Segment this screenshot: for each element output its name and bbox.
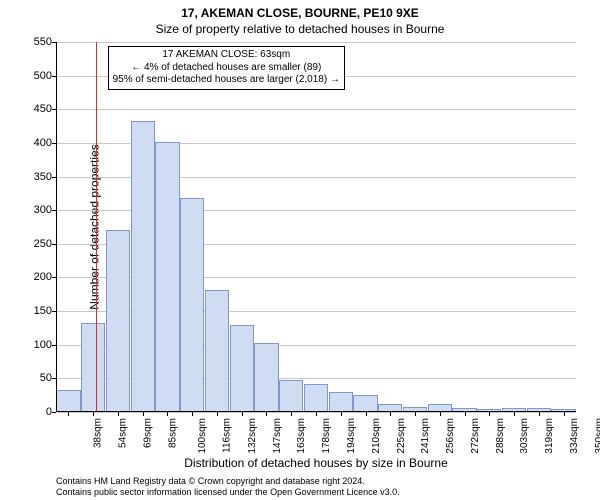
xtick-label: 272sqm bbox=[470, 418, 481, 454]
histogram-bar bbox=[155, 142, 179, 412]
xtick-mark bbox=[564, 412, 565, 416]
xtick-mark bbox=[415, 412, 416, 416]
annotation-line-2: ← 4% of detached houses are smaller (89) bbox=[113, 62, 340, 75]
xtick-mark bbox=[192, 412, 193, 416]
attribution-line-2: Contains public sector information licen… bbox=[56, 487, 576, 497]
xtick-label: 163sqm bbox=[297, 418, 308, 454]
xtick-label: 288sqm bbox=[495, 418, 506, 454]
histogram-bar bbox=[304, 384, 328, 412]
xtick-mark bbox=[143, 412, 144, 416]
attribution-line-1: Contains HM Land Registry data © Crown c… bbox=[56, 476, 576, 486]
xtick-label: 100sqm bbox=[198, 418, 209, 454]
ytick-label: 50 bbox=[12, 372, 52, 384]
xtick-label: 85sqm bbox=[167, 418, 178, 448]
xtick-mark bbox=[93, 412, 94, 416]
xtick-label: 210sqm bbox=[371, 418, 382, 454]
ytick-label: 200 bbox=[12, 271, 52, 283]
xtick-mark bbox=[68, 412, 69, 416]
ytick-label: 500 bbox=[12, 70, 52, 82]
xtick-mark bbox=[366, 412, 367, 416]
histogram-bar bbox=[106, 230, 130, 412]
ytick-label: 300 bbox=[12, 204, 52, 216]
y-axis bbox=[56, 42, 57, 412]
histogram-bar bbox=[353, 395, 377, 412]
xtick-mark bbox=[341, 412, 342, 416]
xtick-label: 334sqm bbox=[569, 418, 580, 454]
histogram-bar bbox=[180, 198, 204, 412]
xtick-label: 225sqm bbox=[396, 418, 407, 454]
xtick-label: 178sqm bbox=[321, 418, 332, 454]
xtick-mark bbox=[440, 412, 441, 416]
xtick-mark bbox=[316, 412, 317, 416]
grid-line bbox=[56, 109, 576, 110]
xtick-label: 54sqm bbox=[118, 418, 129, 448]
xtick-label: 194sqm bbox=[346, 418, 357, 454]
xtick-label: 319sqm bbox=[544, 418, 555, 454]
xtick-mark bbox=[118, 412, 119, 416]
ytick-label: 550 bbox=[12, 36, 52, 48]
ytick-label: 250 bbox=[12, 238, 52, 250]
grid-line bbox=[56, 42, 576, 43]
histogram-bar bbox=[56, 390, 80, 412]
annotation-line-1: 17 AKEMAN CLOSE: 63sqm bbox=[113, 49, 340, 62]
histogram-bar bbox=[205, 290, 229, 412]
xtick-label: 147sqm bbox=[272, 418, 283, 454]
xtick-label: 256sqm bbox=[445, 418, 456, 454]
xtick-mark bbox=[242, 412, 243, 416]
xtick-mark bbox=[539, 412, 540, 416]
chart-title-sub: Size of property relative to detached ho… bbox=[0, 22, 600, 36]
ytick-label: 350 bbox=[12, 171, 52, 183]
xtick-mark bbox=[266, 412, 267, 416]
xtick-label: 38sqm bbox=[93, 418, 104, 448]
xtick-label: 303sqm bbox=[519, 418, 530, 454]
ytick-label: 150 bbox=[12, 305, 52, 317]
xtick-mark bbox=[167, 412, 168, 416]
xtick-label: 69sqm bbox=[142, 418, 153, 448]
histogram-bar bbox=[329, 392, 353, 412]
xtick-label: 132sqm bbox=[247, 418, 258, 454]
xtick-label: 116sqm bbox=[222, 418, 233, 453]
plot-area: 17 AKEMAN CLOSE: 63sqm← 4% of detached h… bbox=[56, 42, 576, 412]
xtick-mark bbox=[514, 412, 515, 416]
histogram-bar bbox=[279, 380, 303, 412]
xtick-mark bbox=[291, 412, 292, 416]
xtick-mark bbox=[489, 412, 490, 416]
reference-line bbox=[96, 42, 97, 412]
ytick-label: 100 bbox=[12, 339, 52, 351]
xtick-label: 241sqm bbox=[420, 418, 431, 454]
xtick-label: 350sqm bbox=[594, 418, 600, 454]
x-axis-label: Distribution of detached houses by size … bbox=[56, 456, 576, 470]
ytick-mark bbox=[52, 412, 56, 413]
histogram-bar bbox=[81, 323, 105, 412]
annotation-line-3: 95% of semi-detached houses are larger (… bbox=[113, 74, 340, 87]
chart-container: 17, AKEMAN CLOSE, BOURNE, PE10 9XE Size … bbox=[0, 0, 600, 500]
histogram-bar bbox=[230, 325, 254, 412]
xtick-mark bbox=[465, 412, 466, 416]
histogram-bar bbox=[131, 121, 155, 412]
ytick-label: 0 bbox=[12, 406, 52, 418]
ytick-label: 450 bbox=[12, 103, 52, 115]
xtick-mark bbox=[390, 412, 391, 416]
xtick-mark bbox=[217, 412, 218, 416]
ytick-label: 400 bbox=[12, 137, 52, 149]
annotation-box: 17 AKEMAN CLOSE: 63sqm← 4% of detached h… bbox=[108, 46, 345, 90]
histogram-bar bbox=[254, 343, 278, 412]
attribution-text: Contains HM Land Registry data © Crown c… bbox=[56, 476, 576, 497]
chart-title-main: 17, AKEMAN CLOSE, BOURNE, PE10 9XE bbox=[0, 6, 600, 20]
